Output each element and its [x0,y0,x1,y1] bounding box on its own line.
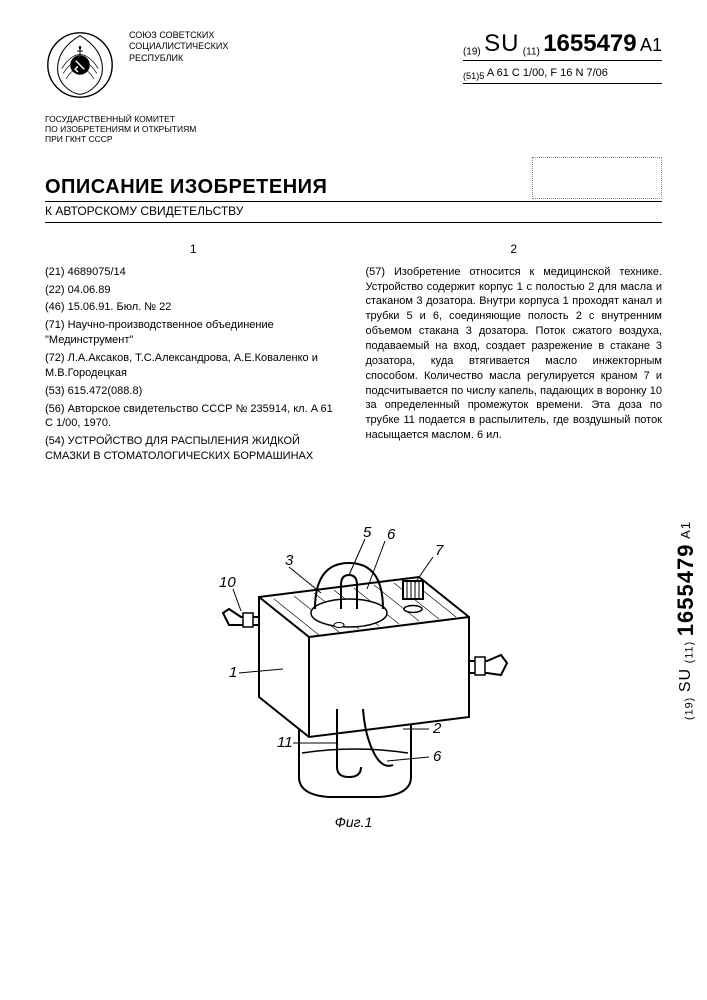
field-71: (71) Научно-производственное объединение… [45,318,342,348]
svg-text:10: 10 [219,574,236,591]
title-row: ОПИСАНИЕ ИЗОБРЕТЕНИЯ [45,157,662,202]
issuer-line: СОЦИАЛИСТИЧЕСКИХ [129,41,269,52]
ipc-value: A 61 C 1/00, F 16 N 7/06 [487,67,608,79]
svg-text:3: 3 [285,552,294,569]
code-19-label: (19) [463,46,481,57]
stamp-box [532,157,662,199]
committee-line: ГОСУДАРСТВЕННЫЙ КОМИТЕТ [45,114,245,124]
kind-code: A1 [640,35,662,55]
svg-text:6: 6 [387,526,396,543]
document-title: ОПИСАНИЕ ИЗОБРЕТЕНИЯ [45,176,327,199]
field-53: (53) 615.472(088.8) [45,384,342,399]
column-number: 2 [366,241,663,257]
field-21: (21) 4689075/14 [45,265,342,280]
body-columns: 1 (21) 4689075/14 (22) 04.06.89 (46) 15.… [45,241,662,467]
figure-1: 3 5 6 7 10 1 2 6 11 Фиг.1 [45,477,662,830]
figure-label: Фиг.1 [45,814,662,830]
committee: ГОСУДАРСТВЕННЫЙ КОМИТЕТ ПО ИЗОБРЕТЕНИЯМ … [45,114,245,145]
side-country: SU [677,668,694,692]
svg-text:7: 7 [435,542,444,559]
field-46: (46) 15.06.91. Бюл. № 22 [45,300,342,315]
side-code-11-label: (11) [684,641,696,663]
document-subtitle: К АВТОРСКОМУ СВИДЕТЕЛЬСТВУ [45,204,662,223]
column-number: 1 [45,241,342,257]
publication-number: (19) SU (11) 1655479 A1 [463,30,662,61]
committee-line: ПО ИЗОБРЕТЕНИЯМ И ОТКРЫТИЯМ [45,124,245,134]
committee-line: ПРИ ГКНТ СССР [45,134,245,144]
abstract-text: (57) Изобретение относится к медицинской… [366,265,663,443]
svg-text:5: 5 [363,524,372,541]
svg-text:11: 11 [277,734,293,751]
state-emblem-icon [45,30,115,100]
field-72: (72) Л.А.Аксаков, Т.С.Александрова, А.Е.… [45,351,342,381]
side-kind: A1 [678,521,693,539]
column-left: 1 (21) 4689075/14 (22) 04.06.89 (46) 15.… [45,241,342,467]
patent-page: СОЮЗ СОВЕТСКИХ СОЦИАЛИСТИЧЕСКИХ РЕСПУБЛИ… [0,0,707,1000]
code-11-label: (11) [523,46,540,57]
svg-text:2: 2 [432,720,442,737]
bibliographic-data: (21) 4689075/14 (22) 04.06.89 (46) 15.06… [45,265,342,464]
ipc-classification: (51)5 A 61 C 1/00, F 16 N 7/06 [463,67,662,84]
column-right: 2 (57) Изобретение относится к медицинск… [366,241,663,467]
field-54: (54) УСТРОЙСТВО ДЛЯ РАСПЫЛЕНИЯ ЖИДКОЙ СМ… [45,434,342,464]
side-code-19-label: (19) [684,697,696,720]
code-51-label: (51)5 [463,71,484,81]
field-22: (22) 04.06.89 [45,283,342,298]
side-number: 1655479 [673,544,698,637]
publication-codes: (19) SU (11) 1655479 A1 (51)5 A 61 C 1/0… [463,30,662,84]
country-code: SU [484,30,519,57]
device-diagram-icon: 3 5 6 7 10 1 2 6 11 [189,477,519,807]
issuer-line: СОЮЗ СОВЕТСКИХ [129,30,269,41]
issuer-line: РЕСПУБЛИК [129,53,269,64]
svg-text:6: 6 [433,748,442,765]
field-56: (56) Авторское свидетельство СССР № 2359… [45,402,342,432]
svg-text:1: 1 [229,664,237,681]
header: СОЮЗ СОВЕТСКИХ СОЦИАЛИСТИЧЕСКИХ РЕСПУБЛИ… [45,30,662,100]
issuer: СОЮЗ СОВЕТСКИХ СОЦИАЛИСТИЧЕСКИХ РЕСПУБЛИ… [129,30,269,64]
side-publication-code: (19) SU (11) 1655479 A1 [673,521,699,720]
doc-number: 1655479 [543,30,636,57]
